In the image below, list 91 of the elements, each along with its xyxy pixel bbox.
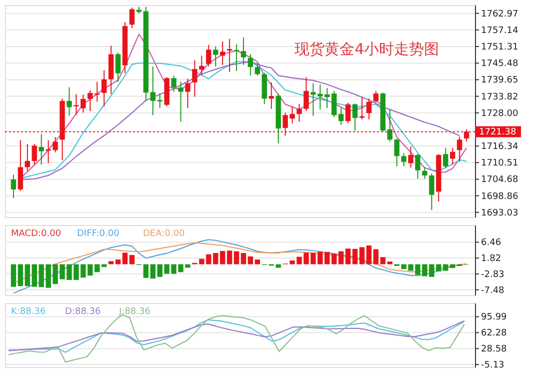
y-tick-label: 1728.00 — [481, 108, 518, 119]
candlestick — [24, 143, 30, 172]
bar — [240, 253, 246, 264]
y-tick-label: -7.48 — [481, 286, 505, 296]
y-tick-label: 1710.51 — [481, 158, 518, 169]
bar — [345, 248, 351, 264]
candlestick — [206, 44, 212, 67]
bar — [331, 254, 337, 264]
bar — [143, 264, 149, 278]
bar — [373, 249, 379, 264]
bar — [213, 253, 218, 264]
bar — [248, 256, 254, 264]
y-tick-label: 1751.31 — [481, 42, 518, 53]
candlestick — [456, 136, 462, 162]
series-label: J:88.36 — [118, 307, 151, 317]
y-tick-label: 1733.82 — [481, 92, 518, 102]
candlestick — [408, 146, 414, 168]
candlestick — [450, 147, 456, 166]
candlestick — [220, 40, 226, 66]
candlestick — [66, 86, 72, 116]
bar — [450, 264, 456, 268]
candlestick — [352, 102, 358, 131]
candlestick — [338, 108, 344, 126]
y-tick-label: 1739.65 — [481, 76, 518, 86]
candlestick — [345, 102, 351, 124]
candlestick — [422, 166, 428, 180]
text: K:88.36 — [11, 307, 46, 317]
candlestick — [101, 70, 107, 107]
series-label: DEA:0.00 — [143, 229, 185, 239]
candlestick — [394, 138, 400, 167]
candlestick — [248, 54, 254, 76]
candlestick — [415, 154, 420, 180]
series-label: DIFF:0.00 — [77, 229, 120, 239]
bar — [129, 255, 135, 264]
bar — [254, 259, 260, 264]
bar — [234, 251, 240, 264]
candlestick — [366, 98, 372, 120]
text: 现货黄金4小时走势图 — [294, 40, 440, 58]
y-tick-label: 1.82 — [481, 254, 502, 264]
y-tick-label: 1745.48 — [481, 59, 518, 70]
y-tick-label: 1762.97 — [481, 9, 518, 20]
bar — [24, 264, 30, 286]
bar — [338, 251, 344, 264]
y-tick-label: -5.13 — [481, 360, 504, 371]
candlestick — [296, 104, 302, 122]
bar — [359, 247, 365, 264]
y-tick-label: 62.28 — [481, 328, 508, 339]
y-tick-label: -2.83 — [481, 270, 504, 280]
candlestick — [213, 46, 218, 67]
candlestick — [443, 147, 448, 169]
bar — [10, 264, 16, 287]
candlestick — [129, 7, 135, 29]
candlestick — [331, 90, 337, 118]
bar — [352, 248, 358, 264]
candlestick — [240, 36, 246, 66]
y-tick-label: 1757.14 — [481, 26, 518, 36]
candlestick — [226, 38, 232, 72]
text: MACD:0.00 — [11, 229, 62, 239]
y-tick-label: 95.99 — [481, 312, 508, 323]
y-tick-label: 1698.86 — [481, 192, 518, 202]
ref-line-label: 1721.38 — [479, 128, 516, 138]
candlestick — [171, 75, 176, 92]
candlestick — [115, 52, 121, 82]
bar — [366, 245, 372, 264]
candlestick — [401, 152, 406, 167]
bar — [18, 264, 24, 286]
candlestick — [18, 140, 24, 192]
y-tick-label: 1693.03 — [481, 208, 518, 218]
bar — [108, 261, 114, 264]
series-label: D:88.36 — [65, 307, 101, 317]
candlestick — [304, 76, 309, 112]
bar — [443, 264, 448, 271]
bar — [32, 264, 37, 287]
candlestick — [268, 82, 274, 110]
candlestick — [373, 90, 379, 104]
y-tick-label: 1704.68 — [481, 175, 518, 186]
candlestick — [178, 81, 184, 122]
bar — [122, 252, 128, 264]
candlestick — [10, 174, 16, 198]
candlestick — [429, 172, 434, 211]
y-tick-label: 28.58 — [481, 344, 508, 355]
candlestick — [254, 62, 260, 76]
candlestick — [38, 133, 44, 166]
bar — [220, 250, 226, 264]
bar — [226, 250, 232, 264]
y-tick-label: 6.46 — [481, 238, 502, 248]
candlestick — [32, 143, 37, 166]
line-series — [12, 239, 468, 294]
candlestick — [185, 78, 190, 109]
y-tick-label: 1716.34 — [481, 142, 518, 152]
bar — [115, 259, 121, 264]
